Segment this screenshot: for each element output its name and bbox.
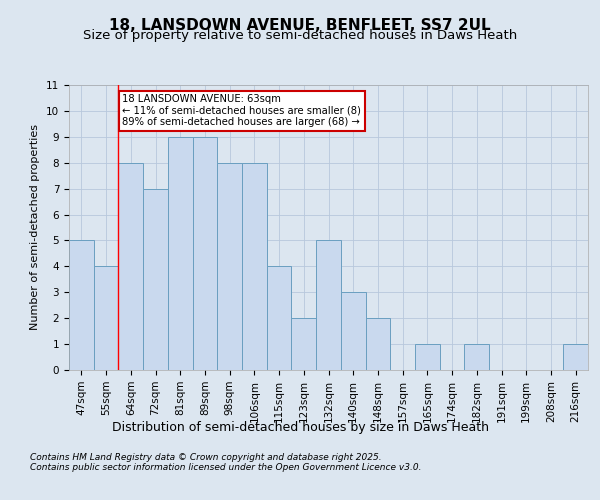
Bar bbox=[292, 318, 316, 370]
Bar bbox=[143, 188, 168, 370]
Bar bbox=[193, 137, 217, 370]
Bar bbox=[94, 266, 118, 370]
Bar bbox=[118, 162, 143, 370]
Text: 18 LANSDOWN AVENUE: 63sqm
← 11% of semi-detached houses are smaller (8)
89% of s: 18 LANSDOWN AVENUE: 63sqm ← 11% of semi-… bbox=[122, 94, 361, 128]
Bar bbox=[563, 344, 588, 370]
Text: Distribution of semi-detached houses by size in Daws Heath: Distribution of semi-detached houses by … bbox=[112, 421, 488, 434]
Y-axis label: Number of semi-detached properties: Number of semi-detached properties bbox=[31, 124, 40, 330]
Bar bbox=[365, 318, 390, 370]
Text: Size of property relative to semi-detached houses in Daws Heath: Size of property relative to semi-detach… bbox=[83, 29, 517, 42]
Bar bbox=[415, 344, 440, 370]
Bar bbox=[217, 162, 242, 370]
Text: Contains public sector information licensed under the Open Government Licence v3: Contains public sector information licen… bbox=[30, 463, 421, 472]
Bar bbox=[168, 137, 193, 370]
Text: 18, LANSDOWN AVENUE, BENFLEET, SS7 2UL: 18, LANSDOWN AVENUE, BENFLEET, SS7 2UL bbox=[109, 18, 491, 32]
Bar bbox=[341, 292, 365, 370]
Bar bbox=[267, 266, 292, 370]
Bar bbox=[69, 240, 94, 370]
Text: Contains HM Land Registry data © Crown copyright and database right 2025.: Contains HM Land Registry data © Crown c… bbox=[30, 453, 382, 462]
Bar bbox=[242, 162, 267, 370]
Bar bbox=[316, 240, 341, 370]
Bar bbox=[464, 344, 489, 370]
